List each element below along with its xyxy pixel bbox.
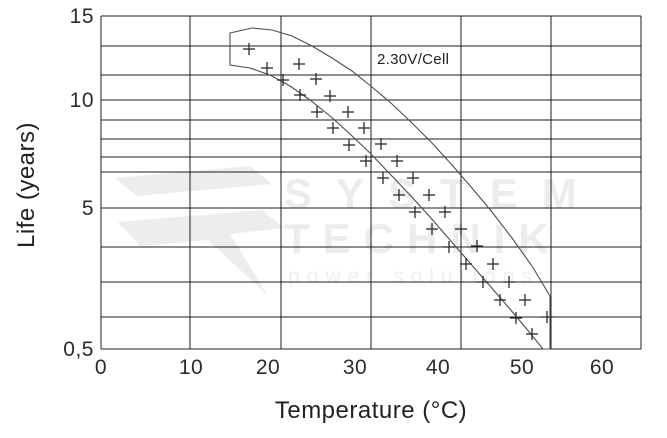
watermark-logo-bottom-arrow-icon [118,210,284,296]
x-tick-label: 50 [510,356,534,379]
x-tick-label: 0 [95,356,107,379]
watermark-line1: SYSTEM [284,170,601,217]
y-tick-label: 0,5 [63,338,94,361]
cell-voltage-annotation: 2.30V/Cell [377,51,450,68]
watermark-line3: power solutions [288,265,539,288]
x-axis-tick-labels: 0 10 20 30 40 50 60 [95,356,614,379]
x-tick-label: 60 [590,356,614,379]
watermark-line2: TECHNIK [284,215,562,262]
life-band [229,27,551,350]
watermark: SYSTEM TECHNIK power solutions [115,166,601,296]
band-plus-markers [243,43,553,340]
y-tick-label: 10 [70,89,94,112]
y-axis-title: Life (years) [13,121,40,249]
x-tick-label: 40 [426,356,450,379]
x-tick-label: 30 [343,356,367,379]
x-tick-label: 10 [179,356,203,379]
y-axis-tick-labels: 15 10 5 0,5 [63,5,94,361]
x-tick-label: 20 [256,356,280,379]
watermark-logo-top-arrow-icon [115,166,272,196]
y-tick-label: 15 [70,5,94,28]
x-axis-title: Temperature (°C) [274,397,468,424]
y-tick-label: 5 [82,197,94,220]
gridlines [100,15,642,350]
